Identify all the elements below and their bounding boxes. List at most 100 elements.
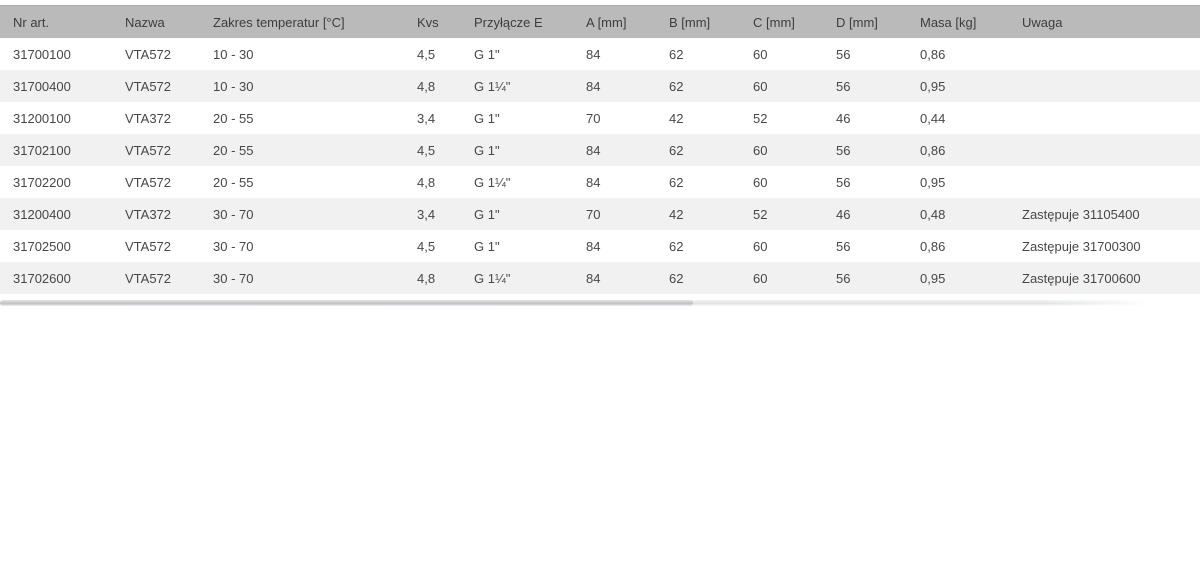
table-cell: 84 [573,262,656,294]
scrollbar-thumb[interactable] [0,300,693,306]
column-header-d-mm: D [mm] [823,5,907,38]
table-cell: 31702200 [0,166,112,198]
table-cell: 4,5 [404,38,461,70]
table-cell: 31702600 [0,262,112,294]
table-cell: 4,8 [404,70,461,102]
table-cell: VTA572 [112,38,200,70]
table-cell: 56 [823,262,907,294]
table-row: 31700100 VTA572 10 - 30 4,5 G 1" 84 62 60 56 0,86 [0,38,1200,70]
column-header-b-mm: B [mm] [656,5,740,38]
table-cell: 62 [656,38,740,70]
table-cell: VTA572 [112,70,200,102]
table-cell: VTA572 [112,230,200,262]
table-cell: 62 [656,70,740,102]
table-cell: 62 [656,166,740,198]
table-cell: VTA572 [112,166,200,198]
table-cell: 60 [740,134,823,166]
table-cell [1009,166,1200,198]
table-cell: G 1" [461,134,573,166]
table-cell: 62 [656,134,740,166]
table-cell: VTA372 [112,102,200,134]
table-cell: 0,86 [907,230,1009,262]
table-cell: Zastępuje 31700600 [1009,262,1200,294]
table-cell: 31702100 [0,134,112,166]
table-cell: VTA572 [112,134,200,166]
table-cell: 56 [823,134,907,166]
column-header-zakres: Zakres temperatur [°C] [200,5,404,38]
table-cell: 52 [740,102,823,134]
table-row: 31200400 VTA372 30 - 70 3,4 G 1" 70 42 52 46 0,48… [0,198,1200,230]
table-cell: 30 - 70 [200,262,404,294]
table-cell: 60 [740,70,823,102]
column-header-nazwa: Nazwa [112,5,200,38]
column-header-c-mm: C [mm] [740,5,823,38]
table-cell: 30 - 70 [200,198,404,230]
table-cell: 0,95 [907,262,1009,294]
table-cell: 31200100 [0,102,112,134]
table-cell: 62 [656,262,740,294]
table-cell: 60 [740,166,823,198]
table-cell: 31700100 [0,38,112,70]
table-cell: 31700400 [0,70,112,102]
table-cell: 70 [573,102,656,134]
table-cell: G 1¼" [461,262,573,294]
table-row: 31702600 VTA572 30 - 70 4,8 G 1¼" 84 62 60 56 0,9… [0,262,1200,294]
horizontal-scrollbar[interactable] [0,300,1163,306]
table-cell: G 1¼" [461,166,573,198]
table-cell: 56 [823,70,907,102]
table-cell: 42 [656,198,740,230]
table-cell [1009,70,1200,102]
table-cell: G 1¼" [461,70,573,102]
table-cell: 0,48 [907,198,1009,230]
table-cell: 4,8 [404,262,461,294]
table-cell: 20 - 55 [200,102,404,134]
table-body: 31700100 VTA572 10 - 30 4,5 G 1" 84 62 60 56 0,86… [0,38,1200,294]
table-cell: 46 [823,102,907,134]
table-cell: 62 [656,230,740,262]
table-cell: 3,4 [404,102,461,134]
product-table-area: Nr art. Nazwa Zakres temperatur [°C] Kvs… [0,5,1200,294]
table-cell [1009,102,1200,134]
scrollbar-fade [1043,300,1163,306]
table-cell: 60 [740,230,823,262]
table-cell: 84 [573,134,656,166]
column-header-przylacze: Przyłącze E [461,5,573,38]
table-cell: 0,86 [907,38,1009,70]
table-cell: 10 - 30 [200,38,404,70]
table-row: 31702500 VTA572 30 - 70 4,5 G 1" 84 62 60 56 0,86… [0,230,1200,262]
table-cell: 56 [823,230,907,262]
table-cell: VTA572 [112,262,200,294]
table-cell: 4,5 [404,230,461,262]
table-cell: 84 [573,38,656,70]
table-cell: Zastępuje 31105400 [1009,198,1200,230]
table-row: 31700400 VTA572 10 - 30 4,8 G 1¼" 84 62 60 56 0,9… [0,70,1200,102]
table-cell: 84 [573,166,656,198]
table-cell: 84 [573,70,656,102]
table-cell: 0,86 [907,134,1009,166]
table-cell: 31200400 [0,198,112,230]
table-cell: 0,95 [907,166,1009,198]
column-header-uwaga: Uwaga [1009,5,1200,38]
table-header-row: Nr art. Nazwa Zakres temperatur [°C] Kvs… [0,5,1200,38]
table-cell: G 1" [461,230,573,262]
table-cell: 30 - 70 [200,230,404,262]
table-cell: G 1" [461,198,573,230]
table-cell: 0,95 [907,70,1009,102]
column-header-a-mm: A [mm] [573,5,656,38]
column-header-kvs: Kvs [404,5,461,38]
table-cell: G 1" [461,102,573,134]
table-row: 31702200 VTA572 20 - 55 4,8 G 1¼" 84 62 60 56 0,9… [0,166,1200,198]
table-cell: 20 - 55 [200,166,404,198]
table-cell: 4,8 [404,166,461,198]
table-cell [1009,134,1200,166]
table-row: 31200100 VTA372 20 - 55 3,4 G 1" 70 42 52 46 0,44 [0,102,1200,134]
table-cell: 60 [740,38,823,70]
table-cell: 20 - 55 [200,134,404,166]
column-header-nr-art: Nr art. [0,5,112,38]
table-cell: 46 [823,198,907,230]
table-cell: 31702500 [0,230,112,262]
table-cell: 56 [823,38,907,70]
table-cell: 3,4 [404,198,461,230]
table-cell: 0,44 [907,102,1009,134]
